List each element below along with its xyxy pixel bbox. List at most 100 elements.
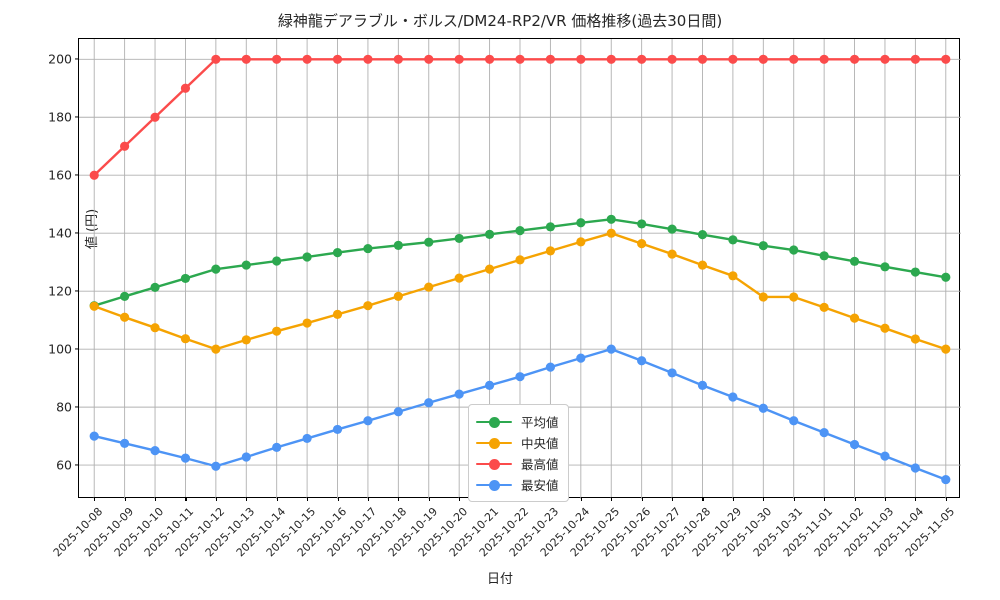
data-point <box>910 334 920 344</box>
data-point <box>606 344 616 354</box>
data-point <box>211 461 221 471</box>
data-point <box>302 433 312 444</box>
data-point <box>941 474 951 485</box>
legend-marker-icon <box>476 457 512 471</box>
data-point <box>150 112 160 122</box>
data-point <box>728 235 738 245</box>
data-point <box>272 256 282 266</box>
data-point <box>424 237 434 247</box>
data-point <box>302 252 312 262</box>
data-point <box>363 243 373 254</box>
x-tick-mark <box>702 497 704 501</box>
chart-title: 緑神龍デアラブル・ボルス/DM24-RP2/VR 価格推移(過去30日間) <box>277 12 723 30</box>
data-point <box>910 54 920 64</box>
data-point <box>272 326 282 336</box>
data-point <box>880 262 890 272</box>
data-point <box>667 249 677 259</box>
data-point <box>667 224 677 234</box>
legend-label: 最高値 <box>521 457 559 472</box>
data-point <box>849 54 860 64</box>
data-point <box>180 273 191 284</box>
data-point <box>363 54 373 64</box>
data-point <box>637 356 647 366</box>
x-tick-mark <box>307 497 309 501</box>
data-point <box>545 54 556 64</box>
data-point <box>941 54 951 64</box>
data-point <box>272 442 282 453</box>
data-point <box>424 282 434 292</box>
x-tick-mark <box>276 497 278 501</box>
data-point <box>606 214 616 224</box>
chart-legend: 平均値 中央値最高値最安値 <box>468 404 569 502</box>
data-point <box>484 264 495 274</box>
legend-marker-icon <box>476 415 512 429</box>
data-point <box>758 241 768 251</box>
data-point <box>211 54 221 64</box>
legend-item[interactable]: 最高値 <box>476 453 559 474</box>
legend-item[interactable]: 平均値 <box>476 411 559 432</box>
data-point <box>150 323 160 333</box>
data-point <box>941 344 951 354</box>
x-tick-mark <box>337 497 339 501</box>
data-point <box>758 292 768 302</box>
x-tick-mark <box>884 497 887 501</box>
y-tick-mark <box>75 58 79 60</box>
data-point <box>454 54 464 64</box>
data-point <box>89 170 99 180</box>
data-point <box>120 312 130 322</box>
data-point <box>819 428 829 438</box>
data-point <box>120 438 130 448</box>
x-tick-mark <box>185 497 187 501</box>
x-tick-mark <box>459 497 461 501</box>
data-point <box>393 240 403 250</box>
y-tick-label: 140 <box>48 225 72 241</box>
data-point <box>697 230 708 240</box>
data-point <box>789 292 799 302</box>
data-point <box>819 302 829 313</box>
data-point <box>545 246 556 256</box>
data-point <box>89 301 99 311</box>
x-tick-mark <box>367 497 370 501</box>
legend-item[interactable]: 最安値 <box>476 474 559 495</box>
y-tick-mark <box>75 464 79 466</box>
x-tick-mark <box>155 497 157 501</box>
y-tick-mark <box>75 290 79 292</box>
data-point <box>697 54 708 64</box>
data-point <box>211 264 221 274</box>
data-point <box>332 424 343 435</box>
data-point <box>637 239 647 249</box>
data-point <box>484 229 495 239</box>
x-tick-mark <box>641 497 643 501</box>
data-point <box>393 54 403 64</box>
data-point <box>454 273 464 283</box>
data-point <box>728 392 738 402</box>
plot-svg <box>79 39 961 499</box>
legend-marker-icon <box>476 436 512 450</box>
y-tick-mark <box>75 116 79 118</box>
y-tick-label: 80 <box>56 399 72 415</box>
data-point <box>515 255 525 265</box>
data-point <box>697 260 708 270</box>
data-point <box>849 313 860 323</box>
legend-item[interactable]: 中央値 <box>476 432 559 453</box>
data-point <box>789 416 799 426</box>
data-point <box>880 323 890 333</box>
x-tick-mark <box>915 497 917 501</box>
x-axis-label: 日付 <box>486 572 513 587</box>
data-point <box>606 228 616 238</box>
x-tick-mark <box>945 497 947 501</box>
x-tick-mark <box>124 497 126 501</box>
data-point <box>819 54 829 64</box>
y-tick-label: 200 <box>48 51 72 67</box>
data-point <box>241 335 251 345</box>
data-point <box>697 380 708 390</box>
data-point <box>332 248 343 258</box>
data-point <box>545 222 556 232</box>
x-tick-mark <box>246 497 248 501</box>
data-point <box>941 272 951 282</box>
x-tick-mark <box>215 497 217 501</box>
data-point <box>180 334 191 344</box>
x-tick-mark <box>672 497 674 501</box>
data-point <box>880 54 890 64</box>
